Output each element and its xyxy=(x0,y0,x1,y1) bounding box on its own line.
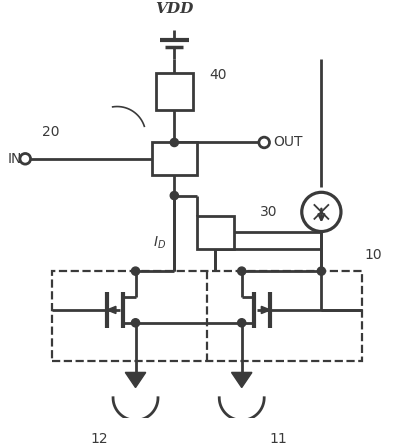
Polygon shape xyxy=(261,307,270,314)
Bar xyxy=(196,216,233,249)
Text: IN: IN xyxy=(8,152,22,166)
Circle shape xyxy=(237,319,245,327)
Text: 12: 12 xyxy=(90,432,107,443)
Text: 30: 30 xyxy=(259,205,277,219)
Bar xyxy=(152,143,196,175)
Circle shape xyxy=(237,267,245,275)
Polygon shape xyxy=(107,307,116,314)
Bar xyxy=(52,271,361,361)
Circle shape xyxy=(258,137,269,148)
Circle shape xyxy=(131,267,139,275)
Text: 20: 20 xyxy=(43,125,60,139)
Circle shape xyxy=(316,267,325,275)
Polygon shape xyxy=(231,373,252,388)
Text: 11: 11 xyxy=(269,432,287,443)
Text: VDD: VDD xyxy=(155,2,193,16)
Text: 40: 40 xyxy=(209,68,226,82)
Text: is: is xyxy=(331,205,342,219)
Circle shape xyxy=(170,138,178,147)
Text: $I_D$: $I_D$ xyxy=(153,234,166,251)
Circle shape xyxy=(20,154,31,164)
Polygon shape xyxy=(125,373,145,388)
Bar xyxy=(156,73,192,110)
Circle shape xyxy=(131,319,139,327)
Text: OUT: OUT xyxy=(273,136,302,149)
Circle shape xyxy=(170,191,178,200)
Circle shape xyxy=(301,192,340,232)
Text: 10: 10 xyxy=(363,248,381,262)
